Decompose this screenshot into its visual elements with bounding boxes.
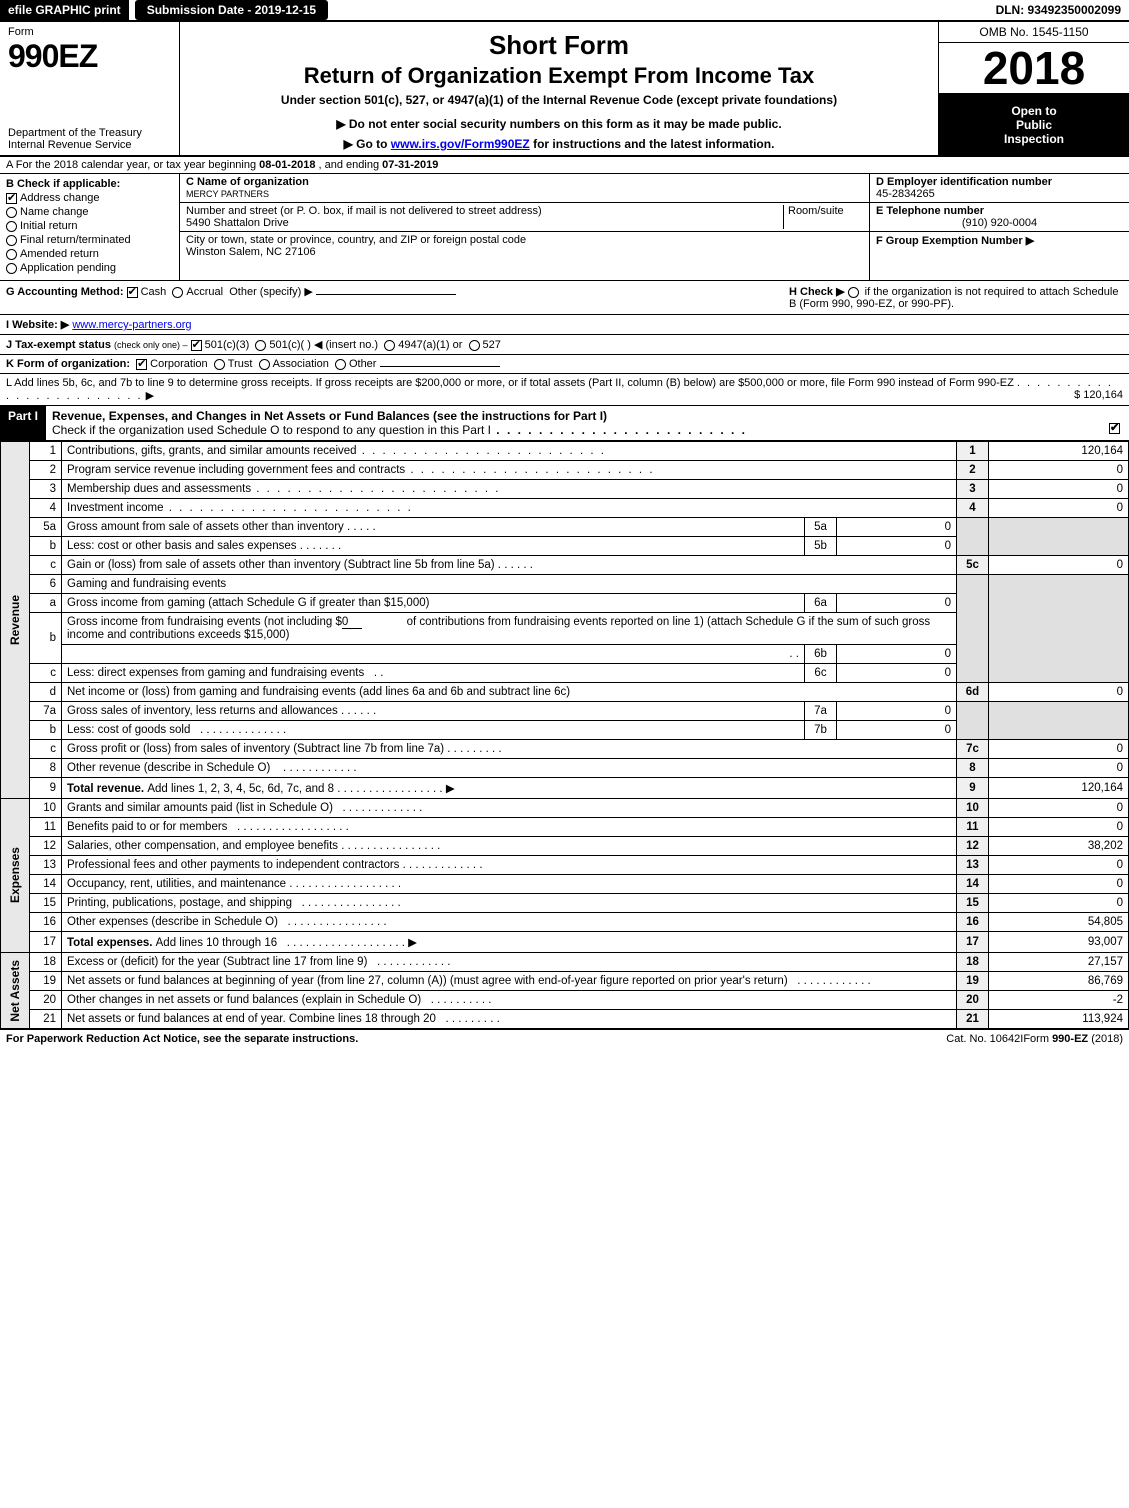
f-group-exemption: F Group Exemption Number ▶: [870, 232, 1129, 280]
e-telephone: E Telephone number (910) 920-0004: [870, 203, 1129, 232]
form-header: Form 990EZ Department of the Treasury In…: [0, 22, 1129, 157]
chk-assoc[interactable]: [259, 359, 270, 370]
chk-trust[interactable]: [214, 359, 225, 370]
line9-total-revenue: 120,164: [989, 778, 1129, 799]
omb-number: OMB No. 1545-1150: [939, 22, 1129, 43]
d-ein: D Employer identification number 45-2834…: [870, 174, 1129, 203]
section-netassets: Net Assets: [6, 958, 24, 1024]
i-website: I Website: ▶ www.mercy-partners.org: [0, 315, 1129, 335]
dept-treasury: Department of the Treasury Internal Reve…: [8, 127, 171, 151]
other-specify-input[interactable]: [316, 294, 456, 295]
tax-year: 2018: [939, 43, 1129, 94]
b-check-applicable: B Check if applicable: Address change Na…: [0, 174, 180, 280]
g-h-row: G Accounting Method: Cash Accrual Other …: [0, 281, 1129, 315]
k-form-org: K Form of organization: Corporation Trus…: [0, 355, 1129, 374]
c-name-address: C Name of organization MERCY PARTNERS Nu…: [180, 174, 869, 280]
line1-amount: 120,164: [989, 442, 1129, 461]
chk-cash[interactable]: [127, 287, 138, 298]
open-public-inspection: Open to Public Inspection: [939, 94, 1129, 155]
d-e-f-col: D Employer identification number 45-2834…: [869, 174, 1129, 280]
efile-label[interactable]: efile GRAPHIC print: [0, 0, 129, 20]
j-tax-exempt: J Tax-exempt status (check only one) – 5…: [0, 335, 1129, 355]
website-link[interactable]: www.mercy-partners.org: [72, 319, 191, 331]
chk-final-return[interactable]: Final return/terminated: [6, 234, 173, 246]
cat-no: Cat. No. 10642I: [946, 1033, 1023, 1045]
l-amount: $ 120,164: [1074, 389, 1123, 401]
header-left: Form 990EZ Department of the Treasury In…: [0, 22, 180, 155]
header-right: OMB No. 1545-1150 2018 Open to Public In…: [939, 22, 1129, 155]
chk-schedule-o[interactable]: [1109, 423, 1120, 434]
form-word: Form: [8, 26, 171, 38]
chk-527[interactable]: [469, 340, 480, 351]
dln: DLN: 93492350002099: [988, 0, 1129, 20]
irs-link[interactable]: www.irs.gov/Form990EZ: [391, 137, 530, 151]
h-schedule-b: H Check ▶ if the organization is not req…: [783, 285, 1123, 310]
line21-end-balance: 113,924: [989, 1010, 1129, 1029]
part1-header: Part I Revenue, Expenses, and Changes in…: [0, 406, 1129, 441]
chk-amended-return[interactable]: Amended return: [6, 248, 173, 260]
l-gross-receipts: L Add lines 5b, 6c, and 7b to line 9 to …: [0, 374, 1129, 406]
chk-name-change[interactable]: Name change: [6, 206, 173, 218]
chk-501c3[interactable]: [191, 340, 202, 351]
chk-other[interactable]: [335, 359, 346, 370]
chk-501c[interactable]: [255, 340, 266, 351]
chk-4947[interactable]: [384, 340, 395, 351]
goto-line: ▶ Go to www.irs.gov/Form990EZ for instru…: [188, 137, 930, 151]
chk-h[interactable]: [848, 287, 859, 298]
under-section: Under section 501(c), 527, or 4947(a)(1)…: [188, 93, 930, 107]
top-bar: efile GRAPHIC print Submission Date - 20…: [0, 0, 1129, 22]
part1-label: Part I: [0, 406, 46, 440]
section-expenses: Expenses: [6, 845, 24, 905]
c-org-name: C Name of organization MERCY PARTNERS: [180, 174, 869, 203]
chk-corp[interactable]: [136, 359, 147, 370]
line-a-tax-year: A For the 2018 calendar year, or tax yea…: [0, 157, 1129, 174]
g-accounting: G Accounting Method: Cash Accrual Other …: [6, 285, 783, 310]
form-number: 990EZ: [8, 38, 171, 75]
line17-total-expenses: 93,007: [989, 932, 1129, 953]
c-street: Number and street (or P. O. box, if mail…: [180, 203, 869, 232]
page-footer: For Paperwork Reduction Act Notice, see …: [0, 1029, 1129, 1048]
part1-table: Revenue 1 Contributions, gifts, grants, …: [0, 441, 1129, 1029]
return-title: Return of Organization Exempt From Incom…: [188, 63, 930, 89]
form-ref: Form 990-EZ (2018): [1023, 1033, 1123, 1045]
chk-address-change[interactable]: Address change: [6, 192, 173, 204]
entity-block: B Check if applicable: Address change Na…: [0, 174, 1129, 281]
submission-date: Submission Date - 2019-12-15: [135, 0, 328, 20]
short-form-title: Short Form: [188, 30, 930, 61]
room-suite: Room/suite: [783, 205, 863, 229]
chk-initial-return[interactable]: Initial return: [6, 220, 173, 232]
chk-accrual[interactable]: [172, 287, 183, 298]
c-city: City or town, state or province, country…: [180, 232, 869, 280]
paperwork-notice: For Paperwork Reduction Act Notice, see …: [6, 1033, 946, 1045]
section-revenue: Revenue: [6, 593, 24, 647]
header-mid: Short Form Return of Organization Exempt…: [180, 22, 939, 155]
chk-application-pending[interactable]: Application pending: [6, 262, 173, 274]
ssn-notice: ▶ Do not enter social security numbers o…: [188, 117, 930, 131]
